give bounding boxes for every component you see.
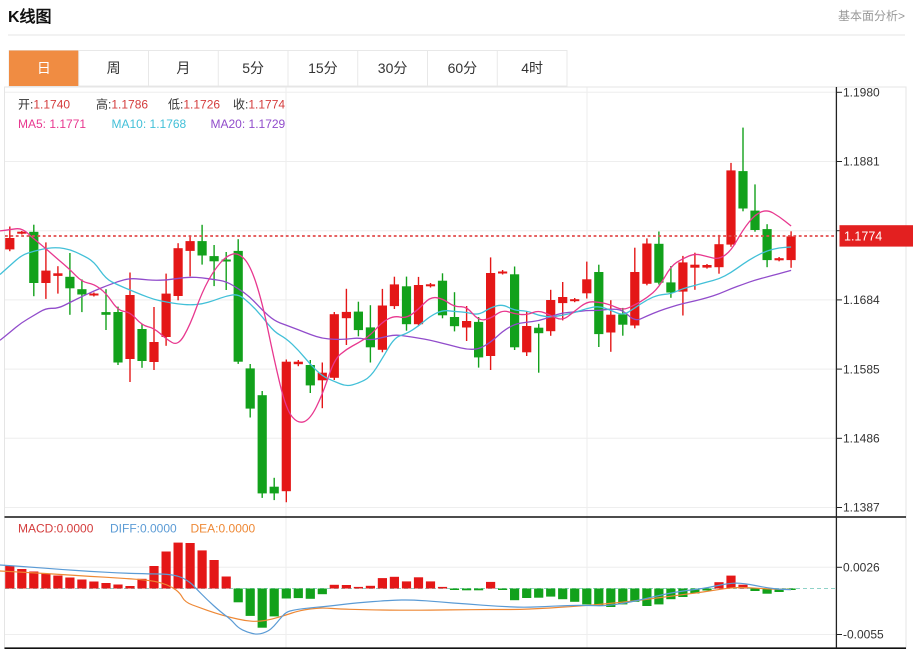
svg-text:30分: 30分 (378, 60, 408, 76)
svg-text:60分: 60分 (448, 60, 478, 76)
svg-text:DEA:0.0000: DEA:0.0000 (191, 522, 256, 536)
svg-text:4时: 4时 (521, 60, 543, 76)
svg-text:周: 周 (107, 60, 121, 76)
svg-text:15分: 15分 (308, 60, 338, 76)
svg-text:1.1774: 1.1774 (844, 230, 882, 244)
svg-text:MA20: 1.1729: MA20: 1.1729 (211, 117, 286, 131)
svg-text:MA10: 1.1768: MA10: 1.1768 (112, 117, 187, 131)
svg-text:1.1980: 1.1980 (843, 86, 880, 100)
svg-text:日: 日 (37, 60, 51, 76)
svg-text:K线图: K线图 (8, 7, 52, 26)
svg-text:MA5: 1.1771: MA5: 1.1771 (18, 117, 86, 131)
svg-text:-0.0055: -0.0055 (843, 628, 884, 642)
svg-text:MACD:0.0000: MACD:0.0000 (18, 522, 94, 536)
svg-text:DIFF:0.0000: DIFF:0.0000 (110, 522, 177, 536)
svg-text:收:1.1774: 收:1.1774 (233, 98, 285, 112)
svg-text:1.1585: 1.1585 (843, 362, 880, 376)
svg-text:月: 月 (176, 60, 190, 76)
svg-text:1.1387: 1.1387 (843, 501, 880, 515)
svg-text:5分: 5分 (242, 60, 264, 76)
svg-text:1.1486: 1.1486 (843, 432, 880, 446)
svg-text:低:1.1726: 低:1.1726 (168, 98, 220, 112)
svg-text:0.0026: 0.0026 (843, 561, 880, 575)
svg-text:1.1684: 1.1684 (843, 293, 880, 307)
svg-text:高:1.1786: 高:1.1786 (96, 97, 148, 112)
svg-text:基本面分析>: 基本面分析> (838, 9, 905, 23)
svg-text:1.1881: 1.1881 (843, 155, 880, 169)
svg-text:开:1.1740: 开:1.1740 (18, 98, 70, 112)
